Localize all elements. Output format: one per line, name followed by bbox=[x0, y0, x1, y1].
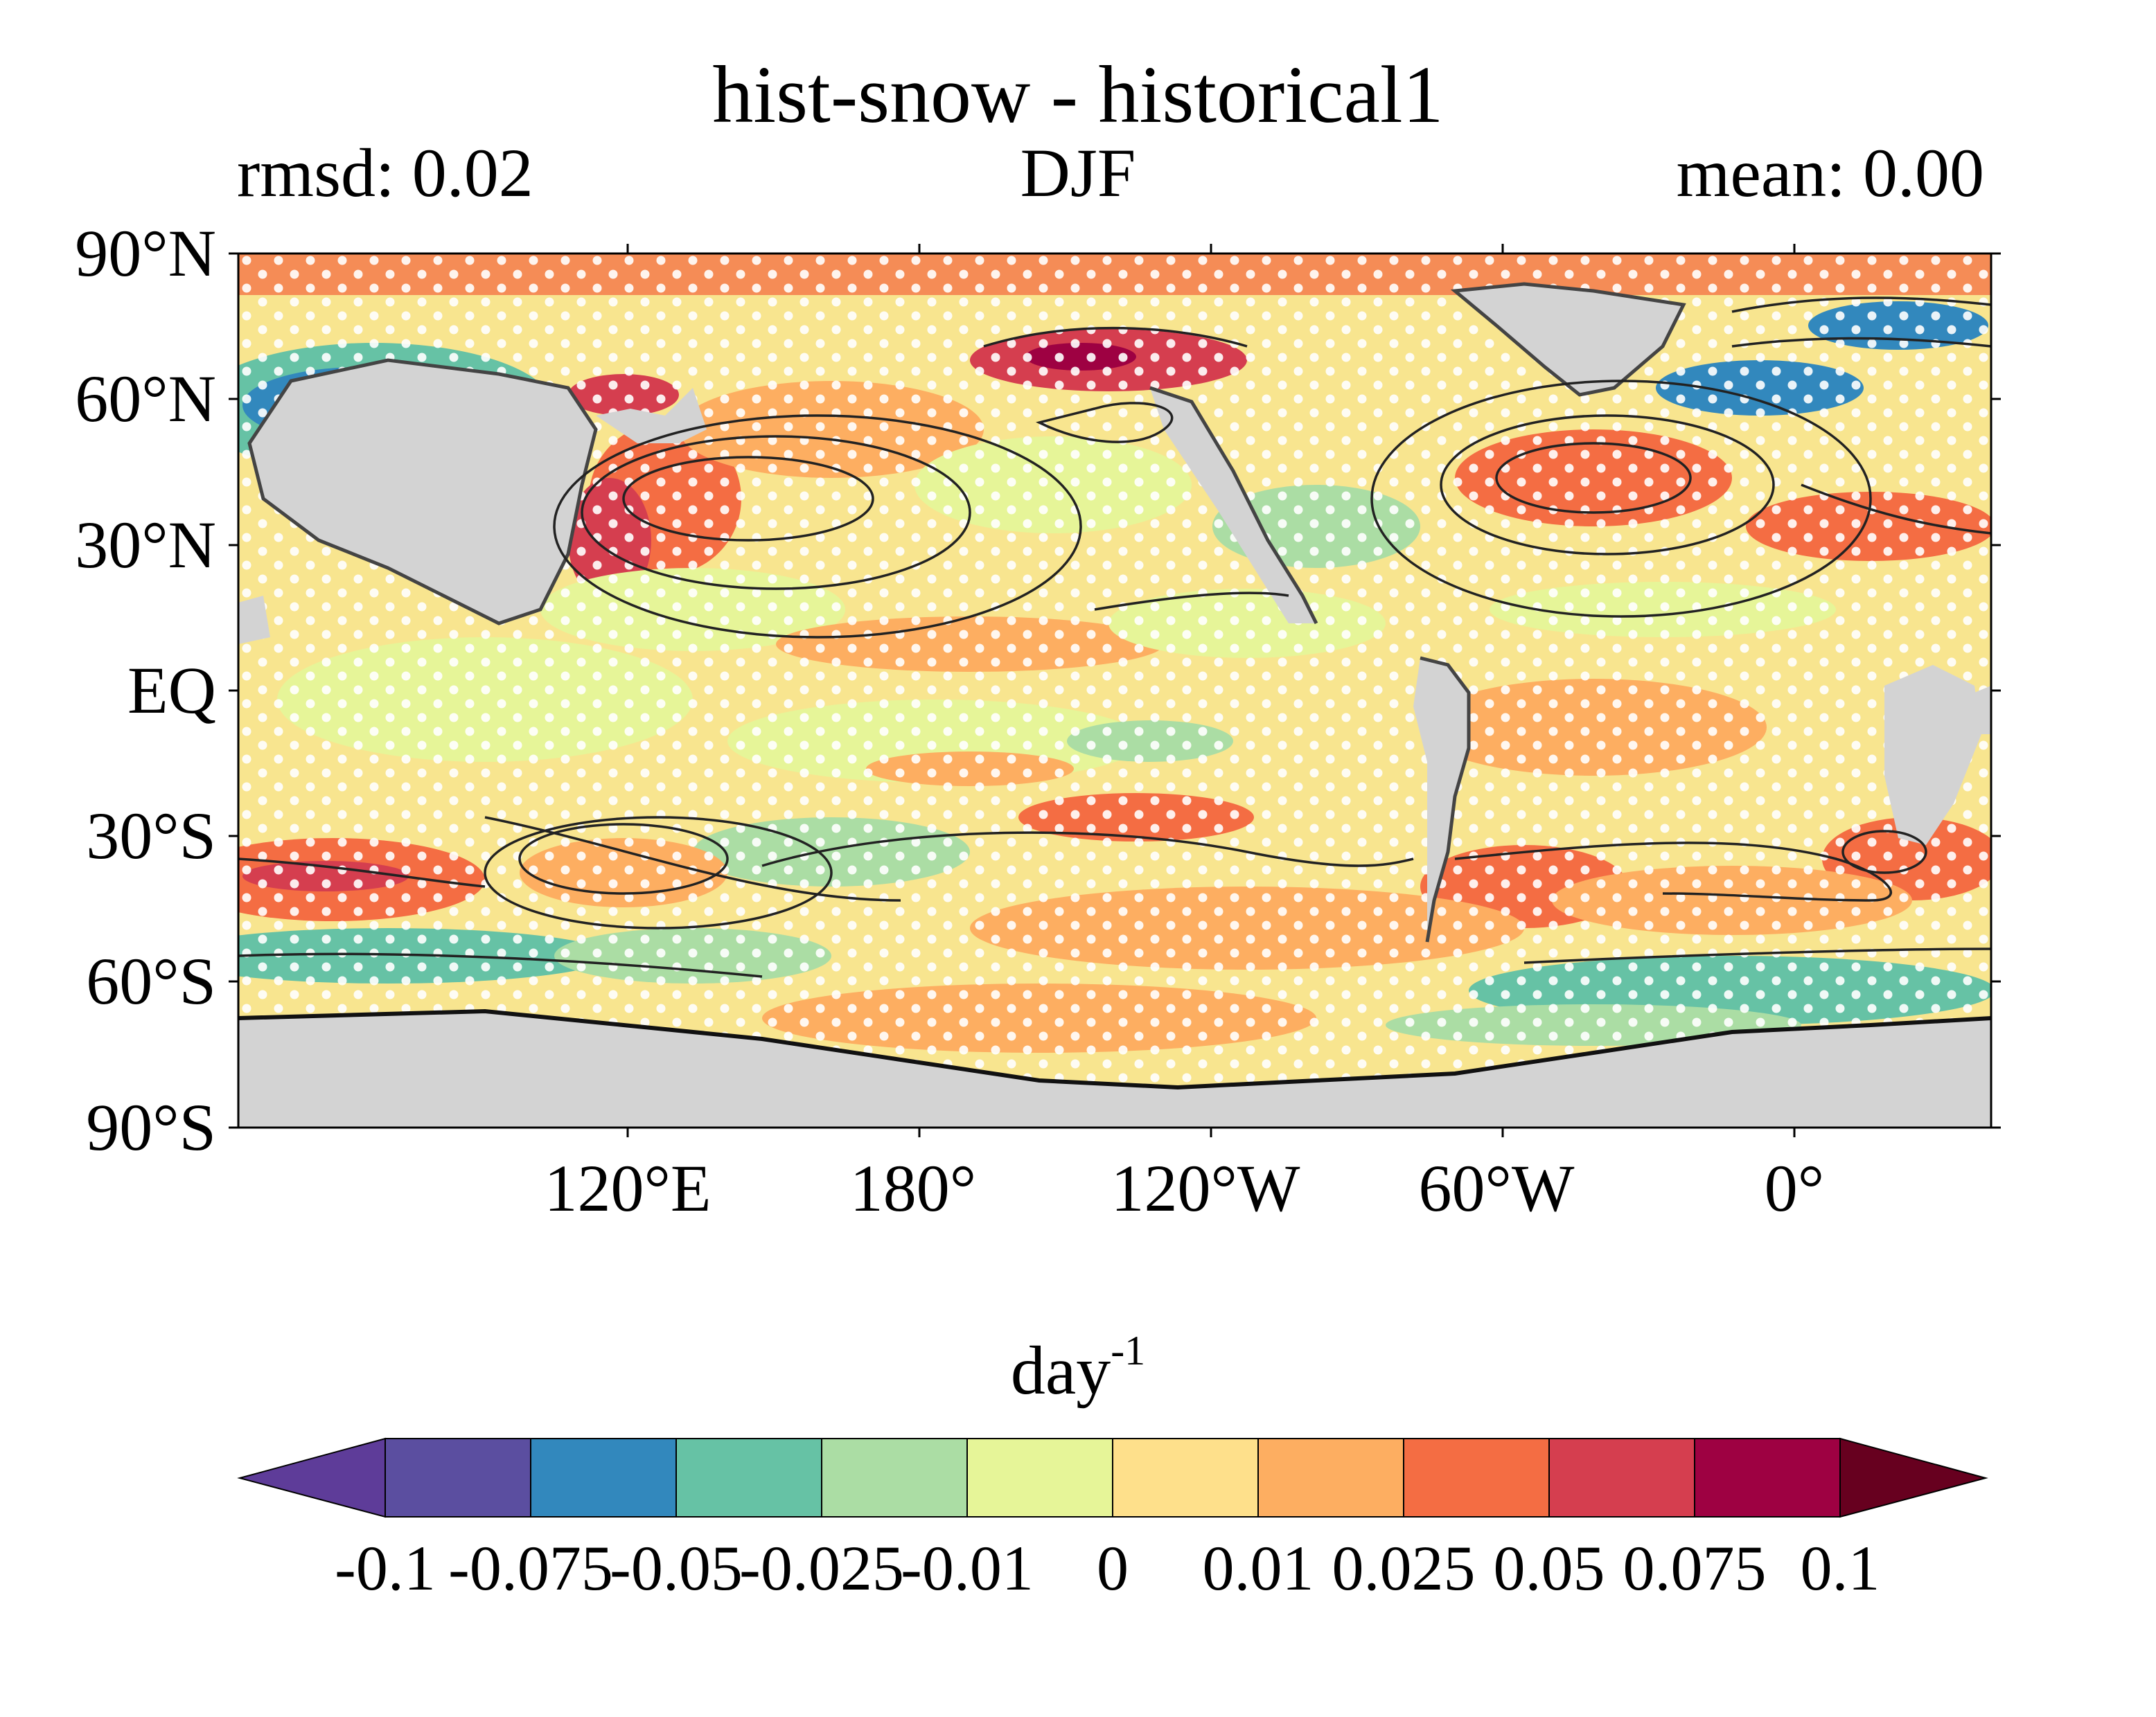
colorbar-bin bbox=[385, 1438, 531, 1518]
colorbar-tick-label: 0 bbox=[1097, 1533, 1129, 1603]
colorbar-extend-low bbox=[237, 1437, 386, 1518]
lat-label: EQ bbox=[127, 653, 216, 727]
colorbar-bin bbox=[1403, 1438, 1550, 1518]
lon-label: 180° bbox=[849, 1151, 977, 1225]
colorbar-bin bbox=[675, 1438, 822, 1518]
colorbar-bin bbox=[1112, 1438, 1259, 1518]
lon-label: 0° bbox=[1764, 1151, 1825, 1225]
lon-label: 120°W bbox=[1111, 1151, 1300, 1225]
colorbar-bin bbox=[1694, 1438, 1841, 1518]
colorbar-tick-label: -0.1 bbox=[335, 1533, 436, 1603]
colorbar-tick-label: 0.075 bbox=[1623, 1533, 1767, 1603]
lat-label: 60°N bbox=[75, 362, 216, 436]
colorbar-tick-label: -0.025 bbox=[739, 1533, 904, 1603]
colorbar-bin bbox=[966, 1438, 1113, 1518]
lat-label: 90°S bbox=[86, 1090, 216, 1164]
colorbar-tick-label: 0.01 bbox=[1202, 1533, 1314, 1603]
colorbar-bin bbox=[821, 1438, 968, 1518]
lat-label: 30°N bbox=[75, 508, 216, 582]
lat-label: 30°S bbox=[86, 799, 216, 873]
colorbar-bin bbox=[1548, 1438, 1695, 1518]
map-title: hist-snow - historical1 bbox=[712, 49, 1444, 140]
land-mask bbox=[238, 284, 1991, 1128]
contour-lines bbox=[238, 282, 1991, 1090]
colorbar-bin bbox=[530, 1438, 677, 1518]
colorbar-tick-label: -0.075 bbox=[448, 1533, 613, 1603]
colorbar-tick-label: -0.05 bbox=[610, 1533, 743, 1603]
lat-label: 60°S bbox=[86, 944, 216, 1018]
rmsd-label: rmsd: 0.02 bbox=[237, 134, 533, 211]
colorbar-tick-label: 0.025 bbox=[1332, 1533, 1476, 1603]
axis-ticks bbox=[229, 244, 2001, 1137]
colorbar-tick-label: 0.05 bbox=[1493, 1533, 1605, 1603]
colorbar-units: day-1 bbox=[1010, 1328, 1146, 1409]
season-label: DJF bbox=[1020, 134, 1136, 211]
mean-label: mean: 0.00 bbox=[1676, 134, 1984, 211]
lon-label: 120°E bbox=[544, 1151, 712, 1225]
colorbar-bin bbox=[1257, 1438, 1404, 1518]
colorbar-extend-high bbox=[1839, 1437, 1988, 1518]
colorbar-tick-label: -0.01 bbox=[901, 1533, 1034, 1603]
lon-label: 60°W bbox=[1418, 1151, 1575, 1225]
colorbar-tick-label: 0.1 bbox=[1800, 1533, 1880, 1603]
lat-label: 90°N bbox=[75, 216, 216, 290]
colorbar bbox=[237, 1437, 1988, 1518]
